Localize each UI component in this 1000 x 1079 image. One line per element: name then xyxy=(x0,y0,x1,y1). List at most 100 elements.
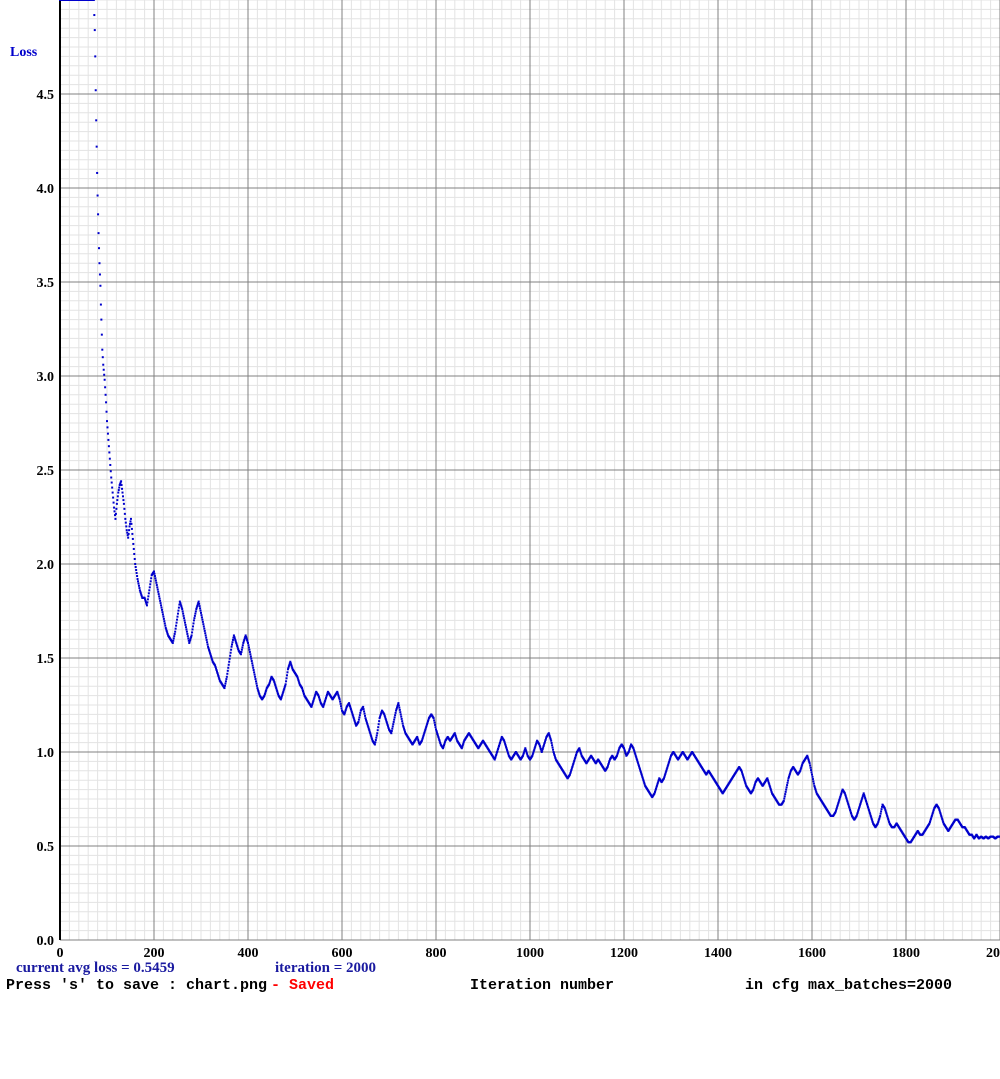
loss-point xyxy=(376,734,378,736)
loss-point xyxy=(155,580,157,582)
loss-point xyxy=(183,615,185,617)
loss-point xyxy=(393,721,395,723)
x-tick-label: 0 xyxy=(57,946,64,961)
loss-point xyxy=(146,601,148,603)
loss-point xyxy=(146,604,148,606)
loss-point xyxy=(176,619,178,621)
loss-point xyxy=(95,89,97,91)
loss-point xyxy=(172,642,174,644)
loss-point xyxy=(435,726,437,728)
loss-point xyxy=(226,673,228,675)
loss-point xyxy=(105,401,107,403)
loss-point xyxy=(97,213,99,215)
loss-point xyxy=(256,685,258,687)
y-tick-label: 1.5 xyxy=(37,652,55,667)
loss-point xyxy=(787,780,789,782)
loss-point xyxy=(340,703,342,705)
loss-point xyxy=(107,433,109,435)
loss-point xyxy=(162,613,164,615)
loss-point xyxy=(251,662,253,664)
loss-point xyxy=(811,771,813,773)
loss-point xyxy=(157,591,159,593)
loss-point xyxy=(122,495,124,497)
loss-point xyxy=(101,349,103,351)
loss-point xyxy=(402,722,404,724)
loss-point xyxy=(252,665,254,667)
loss-point xyxy=(202,621,204,623)
loss-point xyxy=(107,439,109,441)
loss-point xyxy=(811,776,813,778)
loss-point xyxy=(156,584,158,586)
loss-point xyxy=(391,728,393,730)
loss-point xyxy=(787,782,789,784)
loss-point xyxy=(183,617,185,619)
loss-point xyxy=(392,725,394,727)
loss-point xyxy=(185,626,187,628)
loss-point xyxy=(132,538,134,540)
loss-point xyxy=(192,625,194,627)
loss-point xyxy=(206,641,208,643)
loss-point xyxy=(162,616,164,618)
loss-point xyxy=(251,660,253,662)
loss-point xyxy=(390,732,392,734)
loss-point xyxy=(783,800,785,802)
loss-point xyxy=(178,607,180,609)
loss-point xyxy=(228,664,230,666)
loss-point xyxy=(98,262,100,264)
loss-point xyxy=(104,386,106,388)
loss-point xyxy=(813,783,815,785)
loss-point xyxy=(172,640,174,642)
loss-point xyxy=(286,677,288,679)
loss-point xyxy=(121,484,123,486)
loss-point xyxy=(133,553,135,555)
loss-point xyxy=(399,709,401,711)
loss-point xyxy=(375,737,377,739)
loss-point xyxy=(161,607,163,609)
loss-point xyxy=(880,810,882,812)
loss-point xyxy=(550,740,552,742)
loss-point xyxy=(106,426,108,428)
y-tick-labels: 0.00.51.01.52.02.53.03.54.04.5 xyxy=(37,88,55,949)
loss-point xyxy=(105,394,107,396)
loss-point xyxy=(812,780,814,782)
loss-point xyxy=(809,765,811,767)
loss-point xyxy=(397,702,399,704)
loss-point xyxy=(122,492,124,494)
loss-point xyxy=(250,658,252,660)
loss-point xyxy=(116,499,118,501)
loss-point xyxy=(99,273,101,275)
loss-point xyxy=(93,0,95,1)
loss-point xyxy=(205,637,207,639)
save-hint: Press 's' to save : chart.png xyxy=(6,977,267,994)
loss-point xyxy=(254,676,256,678)
loss-point xyxy=(108,445,110,447)
loss-point xyxy=(193,619,195,621)
loss-point xyxy=(200,610,202,612)
loss-point xyxy=(809,762,811,764)
loss-point xyxy=(109,464,111,466)
loss-point xyxy=(225,678,227,680)
y-tick-label: 3.0 xyxy=(37,370,55,385)
loss-point xyxy=(230,652,232,654)
loss-point xyxy=(191,634,193,636)
x-axis-title: Iteration number xyxy=(470,977,614,994)
loss-point xyxy=(551,744,553,746)
loss-point xyxy=(128,529,130,531)
loss-point xyxy=(103,374,105,376)
loss-point xyxy=(399,711,401,713)
loss-point xyxy=(341,707,343,709)
loss-point xyxy=(810,769,812,771)
loss-point xyxy=(401,720,403,722)
loss-point xyxy=(93,14,95,16)
loss-point xyxy=(111,482,113,484)
loss-point xyxy=(157,589,159,591)
loss-point xyxy=(359,712,361,714)
loss-point xyxy=(229,658,231,660)
loss-point xyxy=(137,578,139,580)
loss-point xyxy=(114,518,116,520)
loss-point xyxy=(227,670,229,672)
loss-point xyxy=(138,587,140,589)
loss-point xyxy=(149,586,151,588)
loss-point xyxy=(357,721,359,723)
